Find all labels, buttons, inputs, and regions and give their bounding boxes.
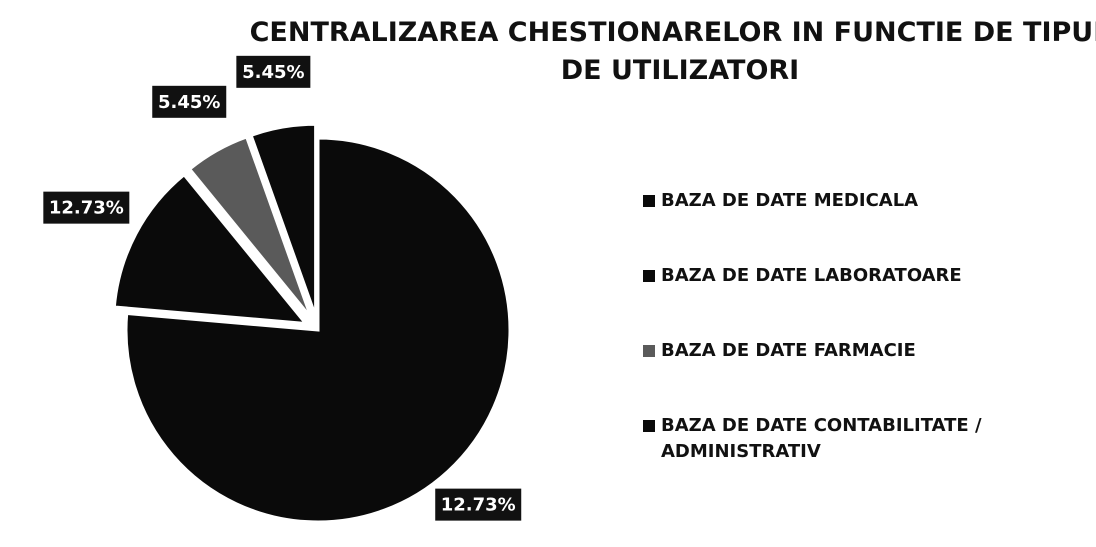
legend-label: BAZA DE DATE MEDICALA — [661, 190, 919, 211]
pie-slice — [249, 122, 318, 317]
data-label-text: 5.45% — [158, 92, 220, 113]
pie-slice — [124, 136, 512, 524]
pie-slice — [112, 172, 310, 326]
legend-swatch — [643, 195, 655, 207]
legend-item: BAZA DE DATE FARMACIE — [643, 338, 1023, 364]
data-label-box — [435, 488, 522, 521]
data-label-box — [236, 55, 311, 88]
data-label-text: 12.73% — [49, 198, 124, 219]
data-label-text: 12.73% — [441, 495, 516, 516]
data-label: 5.45% — [152, 85, 227, 118]
chart-title: CENTRALIZAREA CHESTIONARELOR IN FUNCTIE … — [249, 17, 1096, 86]
legend: BAZA DE DATE MEDICALA BAZA DE DATE LABORA… — [643, 188, 1023, 514]
legend-item: BAZA DE DATE MEDICALA — [643, 188, 1023, 214]
legend-label: BAZA DE DATE CONTABILITATE / ADMINISTRAT… — [661, 415, 982, 462]
legend-item: BAZA DE DATE LABORATOARE — [643, 263, 1023, 289]
legend-label: BAZA DE DATE FARMACIE — [661, 340, 916, 361]
data-label-box — [43, 191, 130, 224]
pie-slice — [187, 135, 313, 319]
legend-item: BAZA DE DATE CONTABILITATE / ADMINISTRAT… — [643, 413, 1023, 465]
data-label-box — [152, 85, 227, 118]
data-label: 12.73% — [435, 488, 522, 521]
data-label: 12.73% — [43, 191, 130, 224]
data-label-text: 5.45% — [242, 62, 304, 83]
chart: 12.73% 12.73% 5.45% 5.45% — [43, 55, 522, 524]
legend-swatch — [643, 270, 655, 282]
data-label: 5.45% — [236, 55, 311, 88]
legend-swatch — [643, 420, 655, 432]
legend-label: BAZA DE DATE LABORATOARE — [661, 265, 962, 286]
legend-swatch — [643, 345, 655, 357]
